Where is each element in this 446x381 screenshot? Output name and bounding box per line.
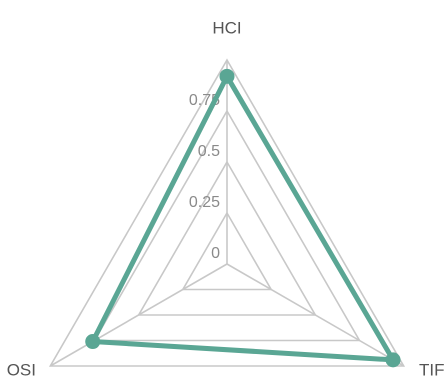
grid-ring-4 — [48, 58, 406, 367]
data-point-tif — [385, 352, 401, 368]
tick-label-2: 0.5 — [198, 143, 220, 160]
tick-label-1: 0.25 — [189, 194, 220, 211]
grid-ring-3 — [93, 109, 361, 342]
series-line-0 — [90, 73, 396, 363]
data-point-hci — [219, 68, 235, 84]
grid-ring-2 — [137, 160, 317, 316]
series-layer — [85, 68, 401, 368]
tick-label-0: 0 — [211, 245, 220, 262]
axis-labels: HCI TIF OSI — [7, 18, 445, 379]
axis-label-osi: OSI — [7, 360, 36, 379]
radar-grid — [48, 58, 406, 367]
axis-label-hci: HCI — [212, 18, 241, 37]
spoke-tif — [226, 263, 405, 367]
data-point-osi — [85, 334, 101, 350]
grid-ring-1 — [181, 211, 273, 291]
spoke-osi — [49, 263, 228, 367]
axis-label-tif: TIF — [419, 360, 445, 379]
